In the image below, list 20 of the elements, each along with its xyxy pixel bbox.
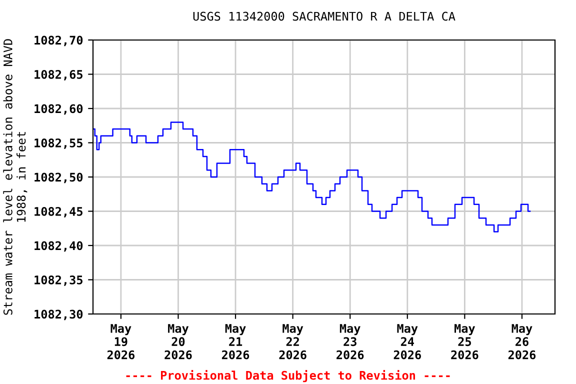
- y-tick-label: 1082,60: [34, 104, 83, 115]
- x-tick-label: May 22 2026: [279, 324, 306, 360]
- x-tick-label: May 20 2026: [164, 324, 192, 360]
- text: ---- Provisional Data Subject to Revision ----: [126, 370, 450, 382]
- x-tick-label: May 25 2026: [451, 324, 478, 360]
- y-tick-label: 1082,40: [34, 241, 83, 252]
- y-tick-label: 1082,35: [34, 275, 82, 286]
- x-tick-label: May 19 2026: [107, 324, 135, 360]
- x-tick-label: May 21 2026: [222, 324, 250, 360]
- y-tick-label: 1082,65: [34, 70, 82, 80]
- x-tick-label: May 23 2026: [336, 324, 364, 360]
- y-axis-title: Stream water level elevation above NAVD 1988, in feet: [3, 39, 28, 315]
- y-tick-label: 1082,50: [34, 172, 83, 184]
- y-tick-label: 1082,55: [34, 138, 82, 149]
- y-tick-label: 1082,45: [34, 206, 82, 218]
- y-tick-label: 1082,70: [34, 36, 83, 46]
- y-tick-label: 1082,30: [34, 310, 83, 320]
- x-tick-label: May 24 2026: [394, 324, 421, 360]
- chart-title: USGS 11342000 SACRAMENTO R A DELTA CA: [193, 12, 456, 21]
- x-tick-label: May 26 2026: [508, 324, 536, 360]
